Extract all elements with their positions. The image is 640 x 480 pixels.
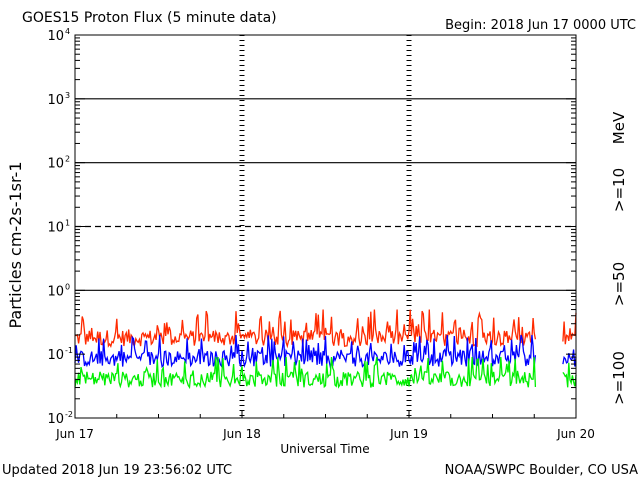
y-axis-label: Particles cm-2s-1sr-1 xyxy=(6,161,25,328)
grid-layer xyxy=(75,35,576,418)
credit-text: NOAA/SWPC Boulder, CO USA xyxy=(445,463,638,478)
x-tick-label: Jun 20 xyxy=(556,427,595,441)
legend-unit: MeV xyxy=(610,111,628,144)
y-tick-label: 10 xyxy=(47,29,64,44)
y-axis-title: Particles cm-2s-1sr-1 xyxy=(6,161,25,328)
legend-layer: MeV >=10 >=50 >=100 xyxy=(610,111,628,405)
y-tick-label: 10 xyxy=(47,221,64,236)
y-tick-label: 10 xyxy=(47,412,64,427)
x-tick-label: Jun 18 xyxy=(222,427,261,441)
legend-entry: >=100 xyxy=(610,351,628,405)
y-tick-exponent: 1 xyxy=(65,219,70,228)
x-axis-title: Universal Time xyxy=(280,442,369,456)
updated-timestamp: Updated 2018 Jun 19 23:56:02 UTC xyxy=(2,463,232,478)
y-tick-exponent: 4 xyxy=(65,27,70,36)
chart-title: GOES15 Proton Flux (5 minute data) xyxy=(22,10,277,26)
y-tick-label: 10 xyxy=(47,348,64,363)
legend-entry-text: >=50 xyxy=(610,262,628,306)
series-layer xyxy=(74,309,577,390)
y-tick-exponent: 3 xyxy=(65,91,70,100)
y-tick-exponent: -1 xyxy=(65,346,73,355)
legend-entry-text: >=100 xyxy=(610,351,628,405)
y-tick-label: 10 xyxy=(47,93,64,108)
legend-unit-text: MeV xyxy=(610,111,628,144)
legend-entry: >=10 xyxy=(610,168,628,212)
y-tick-exponent: 0 xyxy=(65,282,70,291)
series-line xyxy=(74,356,577,390)
y-tick-exponent: -2 xyxy=(65,410,73,419)
legend-entry-text: >=10 xyxy=(610,168,628,212)
series-line xyxy=(74,334,577,370)
begin-time: Begin: 2018 Jun 17 0000 UTC xyxy=(445,18,636,33)
legend-entry: >=50 xyxy=(610,262,628,306)
x-tick-label: Jun 17 xyxy=(55,427,94,441)
y-tick-exponent: 2 xyxy=(65,155,70,164)
y-tick-label: 10 xyxy=(47,157,64,172)
y-tick-label: 10 xyxy=(47,284,64,299)
x-tick-label: Jun 19 xyxy=(389,427,428,441)
